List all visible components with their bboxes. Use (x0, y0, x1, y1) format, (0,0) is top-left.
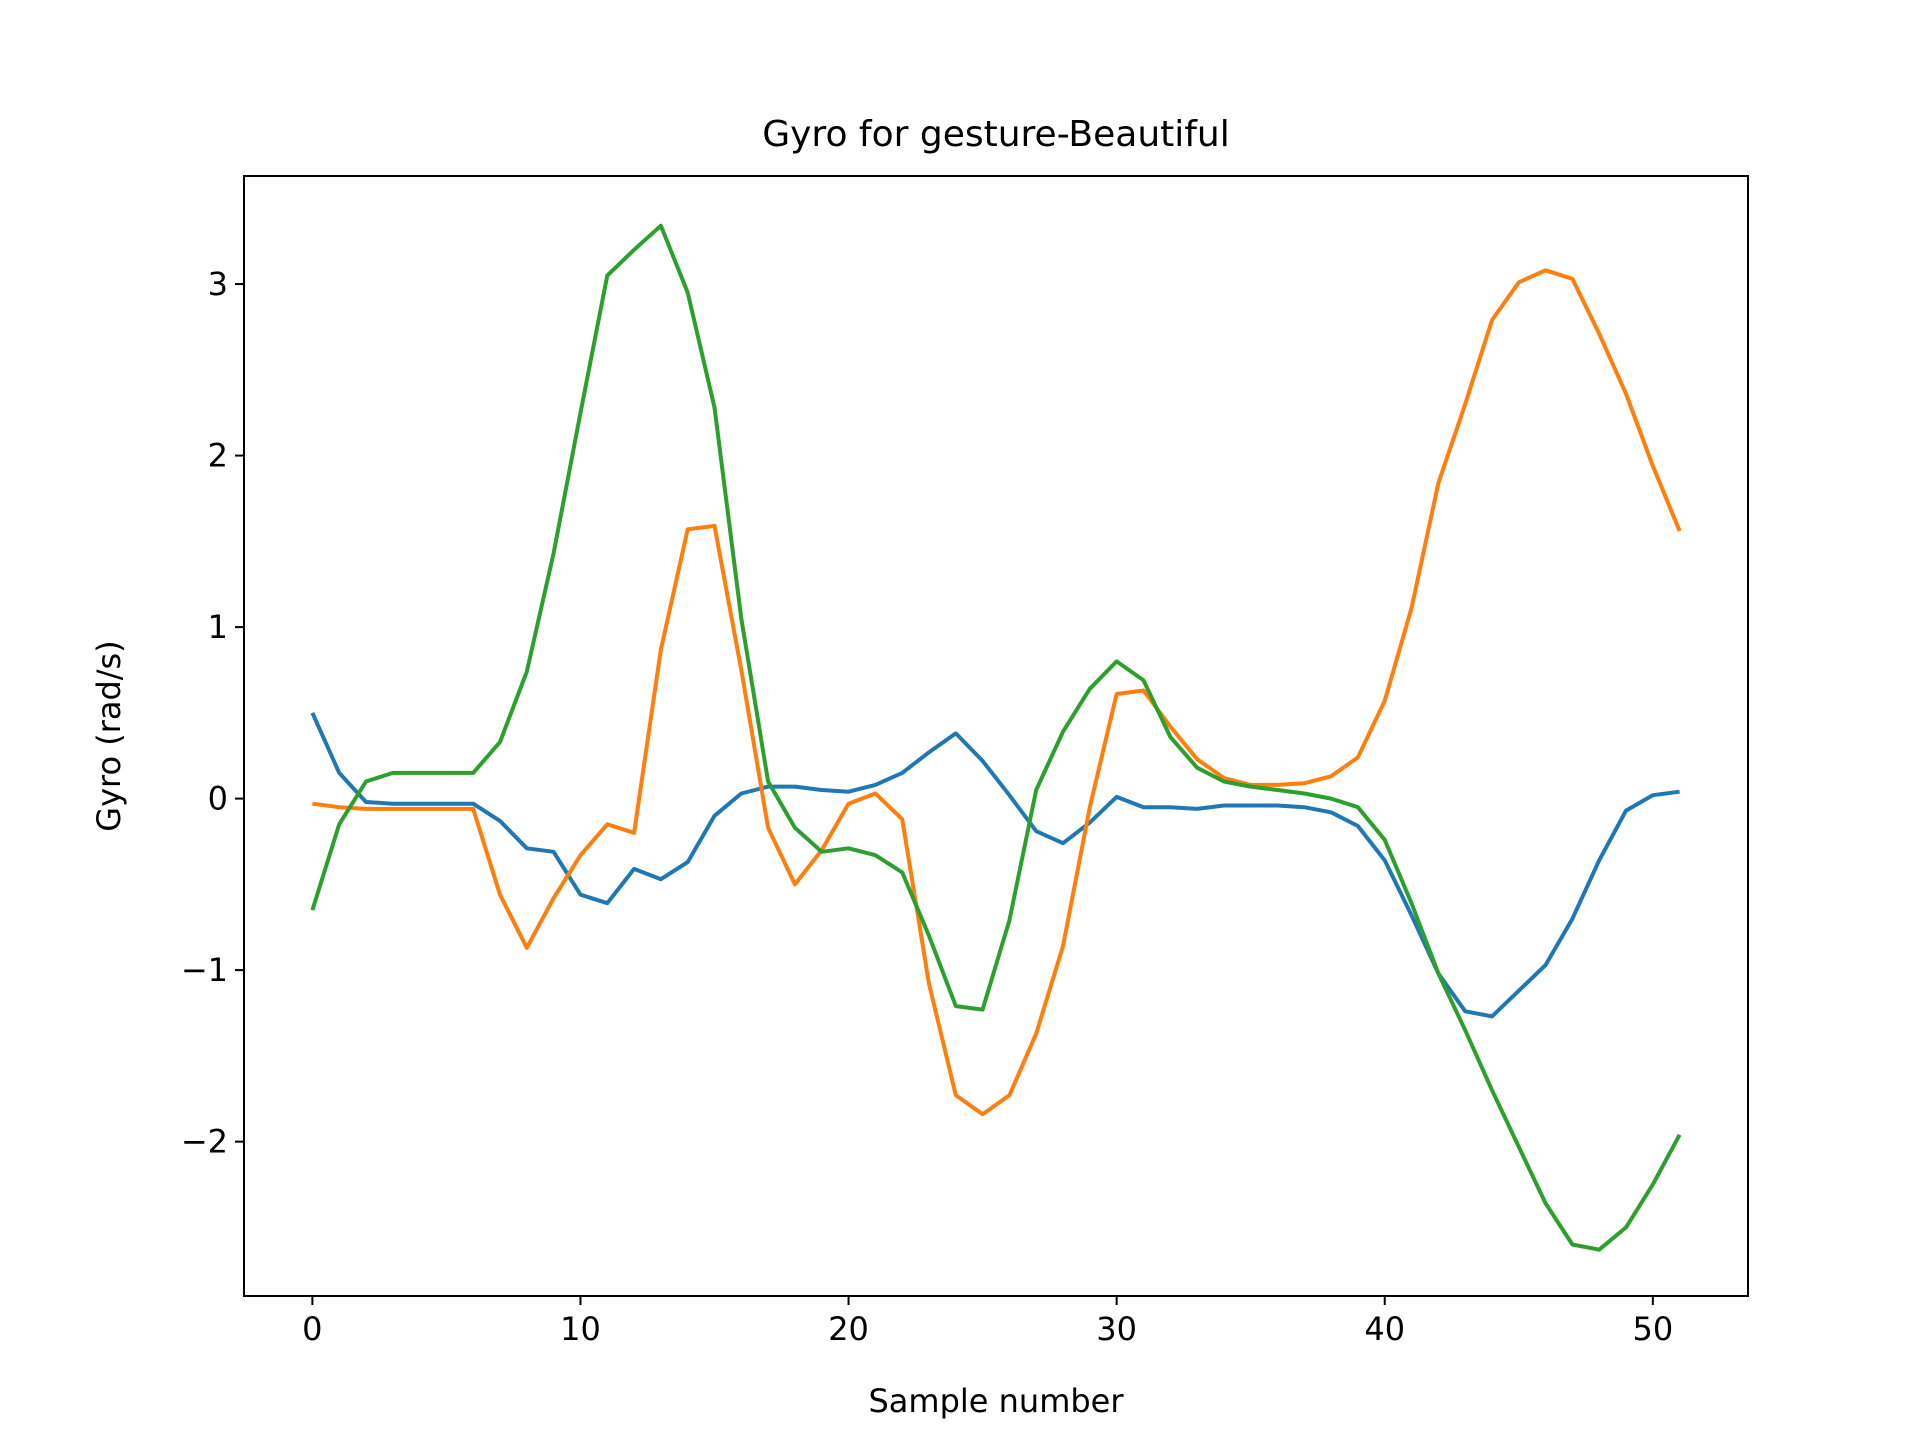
x-tick-label: 30 (1096, 1310, 1137, 1348)
y-axis-label: Gyro (rad/s) (90, 640, 128, 831)
plot-frame (243, 175, 1749, 1297)
y-tick-label: −1 (181, 951, 228, 989)
y-tick-label: 2 (208, 437, 228, 475)
x-tick-label: 10 (560, 1310, 601, 1348)
x-tick-label: 0 (302, 1310, 322, 1348)
series-line-1 (310, 711, 1680, 1019)
y-tick-label: 1 (208, 608, 228, 646)
series-lines (310, 223, 1682, 1252)
x-axis-ticks: 0 10 20 30 40 50 (302, 1296, 1673, 1348)
y-tick-label: 3 (208, 265, 228, 303)
series-line-3 (310, 223, 1682, 1252)
y-axis-ticks: −2 −1 0 1 2 3 (181, 265, 244, 1161)
chart-title: Gyro for gesture-Beautiful (762, 114, 1230, 155)
series-line-2 (312, 268, 1682, 1117)
x-axis-label: Sample number (868, 1382, 1124, 1420)
plot-area: 0 10 20 30 40 50 −2 −1 0 1 2 3 (181, 175, 1749, 1348)
x-tick-label: 20 (828, 1310, 869, 1348)
y-tick-label: 0 (208, 780, 228, 818)
y-tick-label: −2 (181, 1123, 228, 1161)
x-tick-label: 40 (1364, 1310, 1405, 1348)
x-tick-label: 50 (1632, 1310, 1673, 1348)
